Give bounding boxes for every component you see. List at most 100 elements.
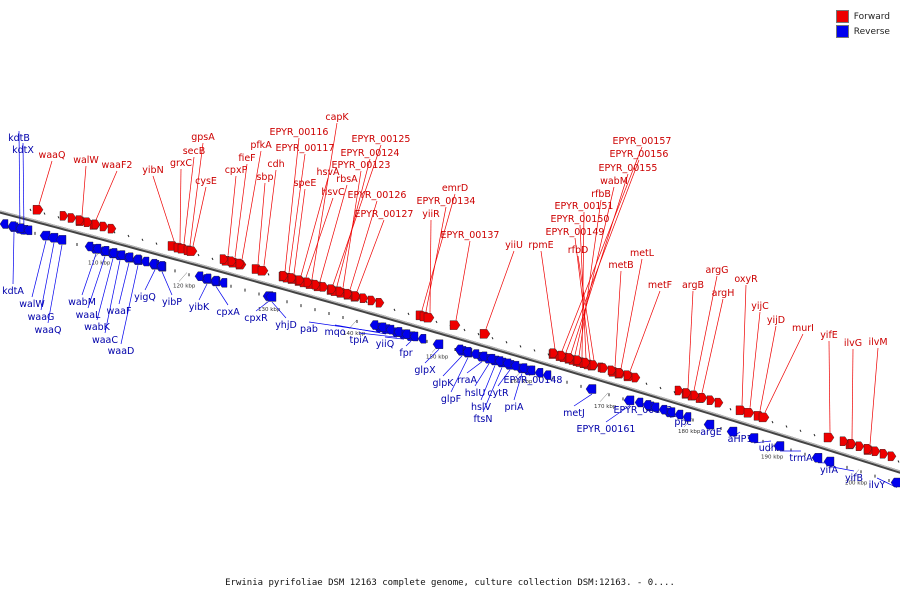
reverse-gene-block[interactable] <box>486 354 496 364</box>
forward-gene-block[interactable] <box>375 298 385 308</box>
reverse-gene-block[interactable] <box>55 235 67 245</box>
forward-gene-block[interactable] <box>823 432 835 443</box>
forward-gene-block[interactable] <box>573 355 583 365</box>
reverse-gene-block[interactable] <box>124 252 134 262</box>
reverse-gene-block[interactable] <box>369 320 379 330</box>
reverse-gene-block[interactable] <box>823 456 835 467</box>
forward-gene-block[interactable] <box>449 320 461 330</box>
reverse-gene-block[interactable] <box>47 233 59 243</box>
reverse-gene-block[interactable] <box>409 331 419 342</box>
reverse-gene-block[interactable] <box>510 361 520 371</box>
reverse-gene-block[interactable] <box>7 221 17 231</box>
forward-gene-block[interactable] <box>615 368 625 378</box>
reverse-gene-block[interactable] <box>148 259 158 269</box>
reverse-gene-block[interactable] <box>377 322 387 333</box>
reverse-gene-block[interactable] <box>393 327 403 337</box>
forward-gene-block[interactable] <box>847 439 857 449</box>
forward-gene-block[interactable] <box>879 449 889 459</box>
reverse-gene-block[interactable] <box>585 384 597 394</box>
reverse-gene-block[interactable] <box>156 261 166 271</box>
reverse-gene-block[interactable] <box>703 419 715 430</box>
reverse-gene-block[interactable] <box>194 271 204 281</box>
forward-gene-block[interactable] <box>479 329 491 339</box>
reverse-gene-block[interactable] <box>140 256 150 267</box>
reverse-gene-block[interactable] <box>773 441 785 451</box>
forward-gene-block[interactable] <box>319 282 329 292</box>
forward-gene-block[interactable] <box>359 293 369 303</box>
reverse-gene-block[interactable] <box>542 370 552 380</box>
forward-gene-block[interactable] <box>706 395 716 405</box>
reverse-gene-block[interactable] <box>526 365 536 376</box>
reverse-gene-block[interactable] <box>518 363 528 373</box>
reverse-gene-block[interactable] <box>623 395 635 406</box>
forward-gene-block[interactable] <box>887 451 897 462</box>
forward-gene-block[interactable] <box>32 205 44 215</box>
reverse-gene-block[interactable] <box>494 356 504 366</box>
forward-gene-block[interactable] <box>581 357 591 368</box>
reverse-gene-block[interactable] <box>84 241 94 252</box>
forward-gene-block[interactable] <box>565 353 575 363</box>
forward-gene-block[interactable] <box>839 436 849 446</box>
reverse-gene-block[interactable] <box>502 358 512 369</box>
forward-gene-block[interactable] <box>107 223 117 234</box>
forward-gene-block[interactable] <box>855 441 865 451</box>
reverse-gene-block[interactable] <box>210 275 220 286</box>
forward-gene-block[interactable] <box>682 388 692 398</box>
reverse-gene-block[interactable] <box>534 368 544 378</box>
forward-gene-block[interactable] <box>67 213 77 223</box>
forward-gene-block[interactable] <box>674 385 684 396</box>
reverse-gene-block[interactable] <box>650 402 660 412</box>
reverse-gene-block[interactable] <box>39 230 51 241</box>
reverse-gene-block[interactable] <box>108 248 118 258</box>
forward-gene-block[interactable] <box>303 277 313 288</box>
reverse-gene-block[interactable] <box>682 412 692 422</box>
reverse-gene-block[interactable] <box>454 344 464 355</box>
reverse-gene-block[interactable] <box>100 246 110 256</box>
reverse-gene-block[interactable] <box>747 433 759 443</box>
reverse-gene-block[interactable] <box>385 324 395 335</box>
reverse-gene-block[interactable] <box>265 292 277 302</box>
reverse-gene-block[interactable] <box>116 250 126 260</box>
reverse-gene-block[interactable] <box>634 397 644 408</box>
forward-gene-block[interactable] <box>83 217 93 227</box>
forward-gene-block[interactable] <box>623 370 633 380</box>
reverse-gene-block[interactable] <box>202 273 212 284</box>
forward-gene-block[interactable] <box>235 258 245 269</box>
forward-gene-block[interactable] <box>257 266 269 276</box>
forward-gene-block[interactable] <box>219 254 229 264</box>
forward-gene-block[interactable] <box>311 279 321 290</box>
reverse-gene-block[interactable] <box>462 347 472 357</box>
forward-gene-block[interactable] <box>343 288 353 299</box>
forward-gene-block[interactable] <box>631 372 641 383</box>
reverse-gene-block[interactable] <box>470 349 480 359</box>
forward-gene-block[interactable] <box>367 295 377 306</box>
reverse-gene-block[interactable] <box>642 400 652 410</box>
forward-gene-block[interactable] <box>287 273 297 283</box>
forward-gene-block[interactable] <box>607 365 617 376</box>
reverse-gene-block[interactable] <box>0 219 9 229</box>
reverse-gene-block[interactable] <box>658 404 668 415</box>
forward-gene-block[interactable] <box>295 275 305 285</box>
forward-gene-block[interactable] <box>423 312 435 323</box>
forward-gene-block[interactable] <box>690 390 700 401</box>
forward-gene-block[interactable] <box>589 360 599 370</box>
forward-gene-block[interactable] <box>91 219 101 230</box>
forward-gene-block[interactable] <box>599 363 609 373</box>
reverse-gene-block[interactable] <box>132 254 142 265</box>
forward-gene-block[interactable] <box>335 286 345 297</box>
forward-gene-block[interactable] <box>743 408 755 418</box>
reverse-gene-block[interactable] <box>417 334 427 344</box>
reverse-gene-block[interactable] <box>478 351 488 362</box>
reverse-gene-block[interactable] <box>666 407 676 417</box>
forward-gene-block[interactable] <box>227 256 237 266</box>
reverse-gene-block[interactable] <box>726 426 738 437</box>
forward-gene-block[interactable] <box>863 444 873 454</box>
reverse-gene-block[interactable] <box>401 329 411 339</box>
reverse-gene-block[interactable] <box>432 339 444 349</box>
forward-gene-block[interactable] <box>351 291 361 301</box>
reverse-gene-block[interactable] <box>218 278 228 288</box>
forward-gene-block[interactable] <box>871 446 881 456</box>
forward-gene-block[interactable] <box>99 221 109 232</box>
reverse-gene-block[interactable] <box>92 243 102 254</box>
reverse-gene-block[interactable] <box>15 223 25 233</box>
